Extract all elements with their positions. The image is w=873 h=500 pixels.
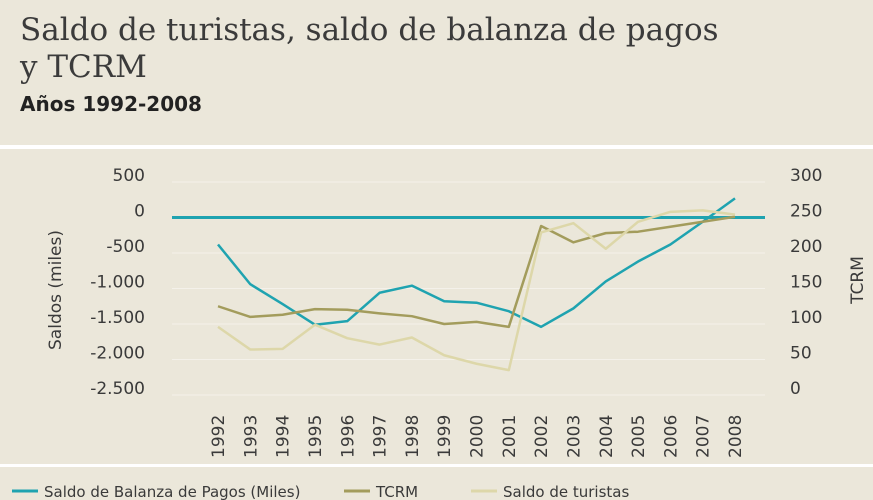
chart-title: y TCRM [19, 49, 147, 85]
x-tick-label: 2005 [629, 415, 649, 458]
x-tick-label: 1997 [371, 415, 391, 458]
x-tick-label: 2006 [661, 415, 681, 458]
x-tick-label: 1994 [274, 415, 294, 458]
x-tick-label: 1992 [209, 415, 229, 458]
y-tick-label: 500 [113, 166, 145, 186]
series-line [217, 215, 736, 329]
x-tick-label: 2003 [564, 415, 584, 458]
x-tick-label: 1995 [306, 415, 326, 458]
y-tick-label: 0 [134, 202, 145, 222]
legend-label: Saldo de Balanza de Pagos (Miles) [44, 483, 300, 500]
y2-tick-label: 150 [790, 273, 822, 293]
x-tick-label: 2008 [726, 415, 746, 458]
y-axis-label: Saldos (miles) [46, 230, 66, 350]
x-tick-label: 2002 [532, 415, 552, 458]
chart-title: Saldo de turistas, saldo de balanza de p… [20, 12, 719, 48]
y2-tick-label: 200 [790, 237, 822, 257]
series-line [217, 197, 736, 329]
y-tick-label: -1.500 [90, 308, 145, 328]
y-tick-label: -2.000 [90, 344, 145, 364]
y-tick-label: -500 [106, 237, 145, 257]
legend-label: TCRM [375, 483, 418, 500]
separator [0, 145, 873, 149]
x-tick-label: 1999 [435, 415, 455, 458]
y2-tick-label: 250 [790, 202, 822, 222]
y2-axis-label: TCRM [848, 256, 868, 305]
y2-tick-label: 300 [790, 166, 822, 186]
y2-tick-label: 100 [790, 308, 822, 328]
y2-tick-label: 0 [790, 379, 801, 399]
x-tick-label: 1996 [338, 415, 358, 458]
y2-tick-label: 50 [790, 344, 812, 364]
x-tick-label: 1993 [241, 415, 261, 458]
x-tick-label: 2004 [597, 415, 617, 458]
y-tick-label: -1.000 [90, 273, 145, 293]
x-tick-label: 2007 [694, 415, 714, 458]
y-tick-label: -2.500 [90, 379, 145, 399]
x-tick-label: 1998 [403, 415, 423, 458]
separator [0, 464, 873, 467]
legend-label: Saldo de turistas [503, 483, 629, 500]
series-line [217, 209, 736, 372]
chart-subtitle: Años 1992-2008 [20, 92, 202, 116]
x-tick-label: 2000 [468, 415, 488, 458]
x-tick-label: 2001 [500, 415, 520, 458]
